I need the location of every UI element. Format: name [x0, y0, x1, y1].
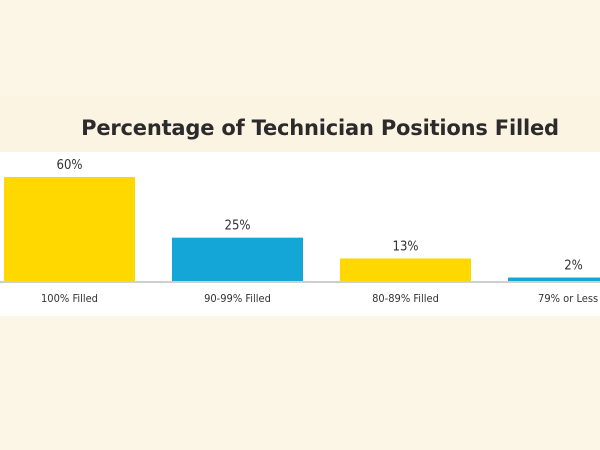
- title-band: [0, 96, 600, 152]
- category-label-3: 80-89% Filled: [372, 292, 439, 305]
- bar-4: [508, 277, 600, 281]
- bar-3: [340, 258, 471, 281]
- chart-title: Percentage of Technician Positions Fille…: [81, 116, 559, 140]
- data-label-2: 25%: [225, 219, 251, 234]
- category-label-1: 100% Filled: [41, 292, 98, 305]
- data-label-3: 13%: [393, 239, 419, 254]
- data-label-1: 60%: [57, 158, 83, 173]
- category-label-4: 79% or Less Fi: [538, 292, 600, 305]
- data-label-4: 2%: [564, 259, 583, 274]
- bar-1: [4, 177, 135, 281]
- category-label-2: 90-99% Filled: [204, 292, 271, 305]
- bar-2: [172, 237, 303, 281]
